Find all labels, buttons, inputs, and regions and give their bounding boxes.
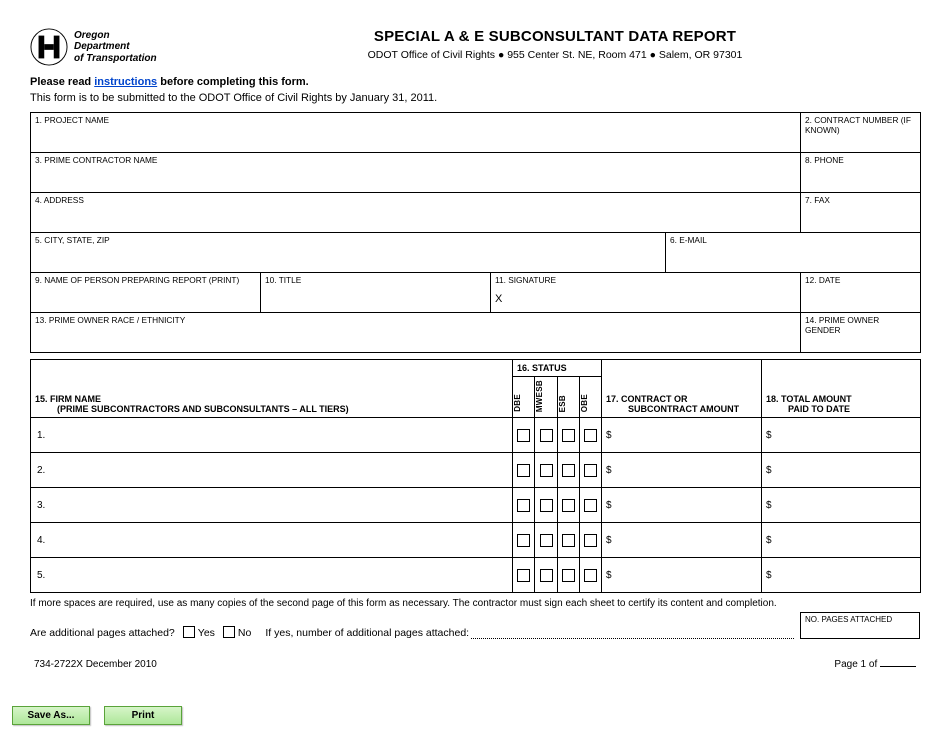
firm-name-cell[interactable]: 2. [31, 453, 513, 488]
odot-logo-icon [30, 28, 68, 66]
field-signature[interactable]: 11. SIGNATURE X [491, 273, 801, 313]
submission-line: This form is to be submitted to the ODOT… [30, 92, 920, 104]
instructions-link[interactable]: instructions [94, 76, 157, 88]
logo-block: Oregon Department of Transportation [30, 28, 250, 66]
dbe-checkbox[interactable] [513, 523, 535, 558]
field-contract-number[interactable]: 2. CONTRACT NUMBER (IF KNOWN) [801, 113, 921, 153]
field-project-name[interactable]: 1. PROJECT NAME [31, 113, 801, 153]
field-email[interactable]: 6. E-MAIL [666, 233, 921, 273]
mwesb-checkbox[interactable] [535, 488, 558, 523]
obe-checkbox[interactable] [580, 558, 602, 593]
header: Oregon Department of Transportation SPEC… [30, 28, 920, 66]
esb-checkbox[interactable] [558, 488, 580, 523]
esb-checkbox[interactable] [558, 523, 580, 558]
mwesb-checkbox[interactable] [535, 523, 558, 558]
form-page: Oregon Department of Transportation SPEC… [0, 0, 950, 735]
field-prime-contractor[interactable]: 3. PRIME CONTRACTOR NAME [31, 153, 801, 193]
more-spaces-note: If more spaces are required, use as many… [30, 597, 920, 611]
contract-amount-cell[interactable]: $ [602, 453, 762, 488]
contract-amount-cell[interactable]: $ [602, 523, 762, 558]
attach-no-checkbox[interactable] [223, 626, 235, 638]
esb-checkbox[interactable] [558, 418, 580, 453]
obe-checkbox[interactable] [580, 418, 602, 453]
mwesb-checkbox[interactable] [535, 418, 558, 453]
firm-table: 15. FIRM NAME (PRIME SUBCONTRACTORS AND … [30, 359, 921, 593]
obe-checkbox[interactable] [580, 523, 602, 558]
field-address[interactable]: 4. ADDRESS [31, 193, 801, 233]
contract-amount-cell[interactable]: $ [602, 418, 762, 453]
field-phone[interactable]: 8. PHONE [801, 153, 921, 193]
logo-line2: Department [74, 41, 157, 53]
paid-amount-cell[interactable]: $ [762, 418, 921, 453]
header-dbe: DBE [513, 377, 535, 418]
field-race-ethnicity[interactable]: 13. PRIME OWNER RACE / ETHNICITY [31, 313, 801, 353]
header-mwesb: MWESB [535, 377, 558, 418]
attach-yes-label: Yes [198, 627, 215, 639]
esb-checkbox[interactable] [558, 453, 580, 488]
form-grid-upper: 1. PROJECT NAME 2. CONTRACT NUMBER (IF K… [30, 112, 921, 353]
dbe-checkbox[interactable] [513, 488, 535, 523]
page-title: SPECIAL A & E SUBCONSULTANT DATA REPORT [250, 28, 860, 45]
form-number: 734-2722X December 2010 [34, 659, 157, 670]
paid-amount-cell[interactable]: $ [762, 558, 921, 593]
dbe-checkbox[interactable] [513, 453, 535, 488]
logo-text: Oregon Department of Transportation [74, 30, 157, 65]
field-date[interactable]: 12. DATE [801, 273, 921, 313]
field-title[interactable]: 10. TITLE [261, 273, 491, 313]
firm-name-cell[interactable]: 1. [31, 418, 513, 453]
title-block: SPECIAL A & E SUBCONSULTANT DATA REPORT … [250, 28, 860, 61]
attach-if-yes: If yes, number of additional pages attac… [265, 627, 469, 639]
obe-checkbox[interactable] [580, 453, 602, 488]
paid-amount-cell[interactable]: $ [762, 488, 921, 523]
mwesb-checkbox[interactable] [535, 558, 558, 593]
page-subtitle: ODOT Office of Civil Rights ● 955 Center… [250, 49, 860, 61]
instructions-line: Please read instructions before completi… [30, 76, 920, 88]
dbe-checkbox[interactable] [513, 558, 535, 593]
field-gender[interactable]: 14. PRIME OWNER GENDER [801, 313, 921, 353]
obe-checkbox[interactable] [580, 488, 602, 523]
header-status: 16. STATUS [513, 360, 602, 377]
pages-attached-box[interactable]: NO. PAGES ATTACHED [800, 612, 920, 639]
signature-x: X [495, 293, 796, 305]
header-contract-amount: 17. CONTRACT OR SUBCONTRACT AMOUNT [602, 360, 762, 418]
table-row: 4. $ $ [31, 523, 921, 558]
header-esb: ESB [558, 377, 580, 418]
table-row: 1. $ $ [31, 418, 921, 453]
contract-amount-cell[interactable]: $ [602, 488, 762, 523]
firm-name-cell[interactable]: 5. [31, 558, 513, 593]
print-button[interactable]: Print [104, 706, 182, 725]
table-row: 5. $ $ [31, 558, 921, 593]
attach-yes-checkbox[interactable] [183, 626, 195, 638]
firm-name-cell[interactable]: 3. [31, 488, 513, 523]
instructions-tail: before completing this form. [157, 76, 309, 88]
footer: 734-2722X December 2010 Page 1 of [30, 659, 920, 670]
firm-name-cell[interactable]: 4. [31, 523, 513, 558]
field-preparer-name[interactable]: 9. NAME OF PERSON PREPARING REPORT (PRIN… [31, 273, 261, 313]
logo-line1: Oregon [74, 30, 157, 42]
mwesb-checkbox[interactable] [535, 453, 558, 488]
attach-question: Are additional pages attached? [30, 627, 175, 639]
contract-amount-cell[interactable]: $ [602, 558, 762, 593]
button-bar: Save As... Print [12, 706, 182, 725]
attach-no-label: No [238, 627, 251, 639]
esb-checkbox[interactable] [558, 558, 580, 593]
dbe-checkbox[interactable] [513, 418, 535, 453]
instructions-lead: Please read [30, 76, 94, 88]
field-fax[interactable]: 7. FAX [801, 193, 921, 233]
attach-row: Are additional pages attached? Yes No If… [30, 627, 920, 639]
header-total-paid: 18. TOTAL AMOUNT PAID TO DATE [762, 360, 921, 418]
header-obe: OBE [580, 377, 602, 418]
page-number: Page 1 of [834, 659, 916, 670]
header-firm-name: 15. FIRM NAME (PRIME SUBCONTRACTORS AND … [31, 360, 513, 418]
paid-amount-cell[interactable]: $ [762, 453, 921, 488]
dotted-line [471, 629, 794, 639]
paid-amount-cell[interactable]: $ [762, 523, 921, 558]
save-as-button[interactable]: Save As... [12, 706, 90, 725]
table-row: 3. $ $ [31, 488, 921, 523]
table-row: 2. $ $ [31, 453, 921, 488]
field-city-state-zip[interactable]: 5. CITY, STATE, ZIP [31, 233, 666, 273]
logo-line3: of Transportation [74, 53, 157, 65]
page-total-blank [880, 666, 916, 667]
